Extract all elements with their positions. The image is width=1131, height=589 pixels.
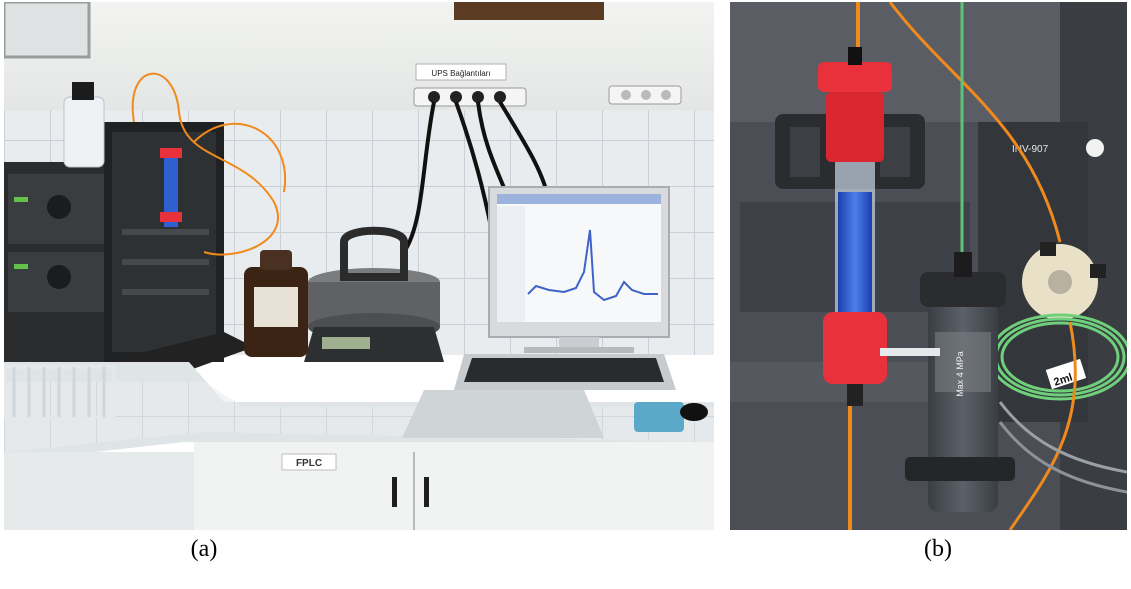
column-pressure-label: Max 4 MPa [955, 351, 965, 397]
fplc-bench-scene: UPS Bağlantıları [4, 2, 714, 530]
panel-b-photo: INV-907 2ml [730, 2, 1127, 530]
coil-label: 2ml [1052, 372, 1074, 389]
cabinet-label [281, 453, 337, 471]
column-closeup-scene: INV-907 2ml [730, 2, 1127, 530]
inv-907-label: INV-907 [1012, 144, 1049, 155]
brand-logo [1086, 139, 1104, 157]
column-small [164, 152, 178, 227]
cabinet-label-text: FPLC [296, 458, 322, 469]
picture-frame [454, 2, 604, 20]
panel-a-photo: UPS Bağlantıları [4, 2, 714, 530]
cabinet [194, 442, 714, 530]
wall-upper [4, 2, 714, 112]
column-gel-bed [838, 192, 872, 327]
caption-b: (b) [924, 536, 952, 562]
window-frame [4, 2, 91, 59]
chromatogram-trace [527, 229, 658, 302]
tubing-loop [131, 72, 279, 256]
ups-sign [415, 63, 507, 81]
lcd-display [322, 337, 370, 349]
column-bottom-cap [823, 312, 887, 384]
column-top-cap [818, 62, 892, 92]
ups-sign-text: UPS Bağlantıları [431, 69, 490, 78]
caption-a: (a) [190, 536, 218, 562]
buffer-bottle [63, 96, 105, 168]
